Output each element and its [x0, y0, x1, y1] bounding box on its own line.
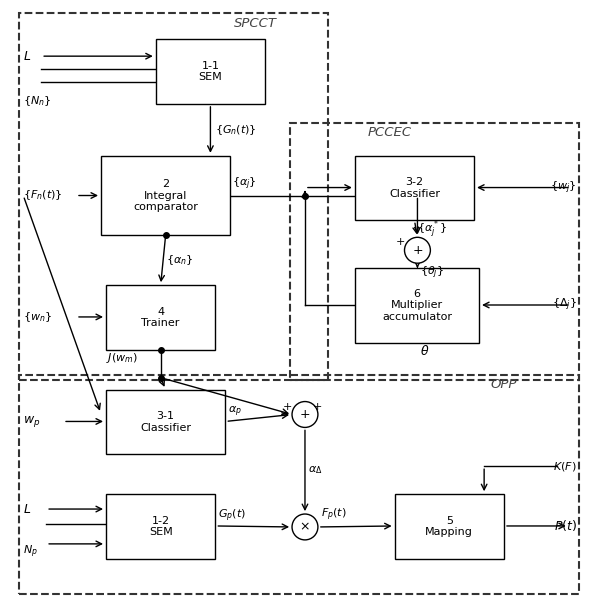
- Bar: [355, 156, 474, 220]
- Circle shape: [404, 238, 431, 263]
- Text: $\alpha_\Delta$: $\alpha_\Delta$: [308, 464, 322, 476]
- Bar: [155, 39, 265, 104]
- Text: $N_p$: $N_p$: [23, 544, 38, 560]
- Text: PCCEC: PCCEC: [368, 126, 411, 139]
- Bar: [106, 390, 225, 454]
- Text: 1-1
SEM: 1-1 SEM: [199, 61, 222, 82]
- Text: $F_p(t)$: $F_p(t)$: [321, 507, 347, 523]
- Text: OPP: OPP: [491, 378, 517, 391]
- Text: 3-2
Classifier: 3-2 Classifier: [389, 177, 440, 199]
- Bar: [355, 268, 479, 343]
- Bar: [101, 156, 230, 235]
- Text: $\{\Delta_j\}$: $\{\Delta_j\}$: [552, 297, 576, 313]
- Bar: [19, 375, 579, 594]
- Text: ×: ×: [300, 521, 310, 533]
- Text: $\{\alpha_n\}$: $\{\alpha_n\}$: [166, 253, 193, 267]
- Bar: [19, 13, 328, 379]
- Text: $G_p(t)$: $G_p(t)$: [218, 508, 246, 524]
- Circle shape: [292, 514, 318, 540]
- Text: $L$: $L$: [23, 502, 32, 516]
- Text: +: +: [412, 244, 423, 257]
- Text: $\{N_n\}$: $\{N_n\}$: [23, 94, 51, 108]
- Text: +: +: [395, 238, 405, 247]
- Bar: [106, 285, 215, 350]
- Text: +: +: [313, 401, 322, 412]
- Text: $\{w_n\}$: $\{w_n\}$: [23, 310, 53, 324]
- Text: $P(t)$: $P(t)$: [554, 518, 576, 533]
- Text: $\{\theta_j\}$: $\{\theta_j\}$: [420, 265, 444, 281]
- Text: 6
Multiplier
accumulator: 6 Multiplier accumulator: [382, 289, 452, 322]
- Text: SPCCT: SPCCT: [234, 17, 277, 30]
- Text: $\theta$: $\theta$: [420, 344, 430, 357]
- Bar: [395, 494, 504, 559]
- Text: 2
Integral
comparator: 2 Integral comparator: [133, 179, 198, 212]
- Text: 5
Mapping: 5 Mapping: [425, 516, 473, 537]
- Text: $L$: $L$: [23, 50, 32, 63]
- Text: $\{\alpha_j^*\}$: $\{\alpha_j^*\}$: [417, 219, 447, 241]
- Text: $\{F_n(t)\}$: $\{F_n(t)\}$: [23, 189, 63, 202]
- Text: 3-1
Classifier: 3-1 Classifier: [140, 411, 191, 433]
- Text: +: +: [300, 408, 310, 421]
- Text: $\{w_j\}$: $\{w_j\}$: [550, 179, 576, 195]
- Text: +: +: [283, 401, 292, 412]
- Text: $J(w_m)$: $J(w_m)$: [106, 351, 138, 365]
- Text: $\{G_n(t)\}$: $\{G_n(t)\}$: [215, 123, 257, 137]
- Bar: [106, 494, 215, 559]
- Circle shape: [292, 401, 318, 428]
- Text: $\{\alpha_j\}$: $\{\alpha_j\}$: [232, 175, 257, 192]
- Text: $\alpha_p$: $\alpha_p$: [228, 404, 242, 419]
- Bar: [290, 123, 579, 379]
- Text: $w_p$: $w_p$: [23, 414, 41, 429]
- Text: 4
Trainer: 4 Trainer: [142, 307, 180, 328]
- Text: $K(F)$: $K(F)$: [553, 460, 576, 473]
- Text: 1-2
SEM: 1-2 SEM: [149, 516, 172, 537]
